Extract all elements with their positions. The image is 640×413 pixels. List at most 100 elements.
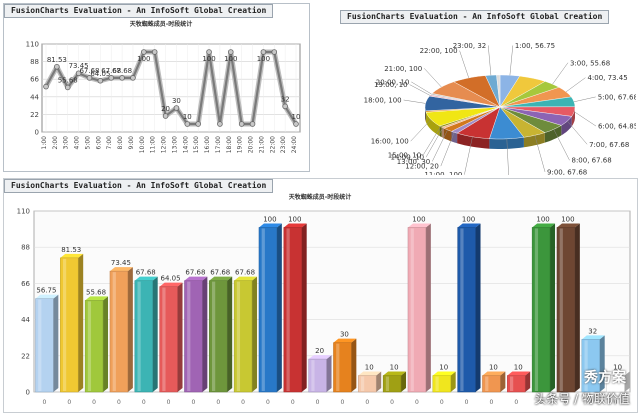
pie-slice-side xyxy=(571,108,575,127)
line-data-label: 64.05 xyxy=(90,70,110,78)
bar-side xyxy=(78,253,84,392)
line-point xyxy=(54,63,60,70)
line-point xyxy=(271,49,278,55)
bar-side xyxy=(599,335,605,392)
pie-slice-label: 23:00, 32 xyxy=(453,42,487,50)
bar-data-label: 100 xyxy=(412,215,425,223)
pie-slice xyxy=(456,106,501,139)
pie-chart-title-bar: FusionCharts Evaluation - An InfoSoft Gl… xyxy=(340,10,610,24)
bar-highlight xyxy=(162,287,166,391)
pie-slice-label: 6:00, 64.85 xyxy=(598,123,636,131)
bar-top xyxy=(482,371,506,376)
bar xyxy=(432,375,451,393)
line-data-label: 73.45 xyxy=(69,62,89,70)
line-point xyxy=(108,75,115,81)
bar-y-tick-label: 88 xyxy=(21,244,30,252)
bar-side xyxy=(500,371,506,392)
bar-plot-area xyxy=(33,210,631,393)
bar-highlight xyxy=(584,340,588,391)
pie-slice-side xyxy=(561,116,572,136)
line-y-tick-label: 88 xyxy=(30,58,39,66)
bar-highlight xyxy=(261,228,265,391)
bar-side xyxy=(574,223,580,392)
pie-slice-label: 19:00, 10 xyxy=(374,81,408,89)
bar-highlight xyxy=(360,376,365,391)
bar xyxy=(159,286,178,393)
bar-top xyxy=(234,276,258,281)
line-y-tick-label: 22 xyxy=(30,111,39,119)
bar-highlight xyxy=(460,228,464,391)
pie-slice-label: 15:00, 10 xyxy=(388,151,422,159)
bar-data-label: 100 xyxy=(263,215,276,223)
bar-side xyxy=(152,276,158,392)
bar-side xyxy=(401,371,407,392)
line-point xyxy=(75,70,82,77)
line-data-label: 81.53 xyxy=(47,56,67,64)
bar-data-label: 64.05 xyxy=(161,275,181,283)
pie-slice-label: 18:00, 100 xyxy=(364,96,402,104)
bar-chart-title-bar: FusionCharts Evaluation - An InfoSoft Gl… xyxy=(4,179,274,193)
line-point xyxy=(238,121,245,127)
bar xyxy=(531,227,551,393)
pie-leader-line xyxy=(459,50,469,78)
line-chart-panel: FusionCharts Evaluation - An InfoSoft Gl… xyxy=(3,3,310,172)
line-point xyxy=(293,121,299,127)
bar-x-tick-label: 0 xyxy=(216,399,220,406)
bar-data-label: 30 xyxy=(340,331,349,339)
bar-highlight xyxy=(509,376,514,391)
bar-top xyxy=(308,355,332,360)
line-x-tick-label: 1:00 xyxy=(41,136,48,150)
bar-data-label: 67.68 xyxy=(185,269,205,277)
bar-data-label: 100 xyxy=(288,215,301,223)
bar-top xyxy=(358,371,382,376)
pie-leader-line xyxy=(553,129,570,161)
bar-highlight xyxy=(410,228,414,391)
pie-leader-line xyxy=(410,119,432,142)
bar-x-tick-label: 0 xyxy=(614,399,618,406)
bar-highlight xyxy=(385,376,390,391)
bar-top xyxy=(60,253,84,258)
line-point xyxy=(184,121,191,127)
bar-x-tick-label: 0 xyxy=(241,399,245,406)
line-point xyxy=(282,103,288,110)
bar-top xyxy=(606,371,630,376)
bar xyxy=(134,280,153,393)
line-x-tick-label: 20:00 xyxy=(248,136,255,153)
pie-slice xyxy=(431,81,501,108)
bar-side xyxy=(127,267,133,392)
line-point xyxy=(195,121,201,127)
bar xyxy=(457,227,476,393)
bar-top xyxy=(209,276,233,281)
bar-x-tick-label: 0 xyxy=(341,399,345,406)
bar-data-label: 32 xyxy=(588,327,597,335)
bar-data-label: 10 xyxy=(613,364,622,372)
pie-slice-label: 5:00, 67.68 xyxy=(598,93,636,101)
bar-top xyxy=(184,276,208,281)
line-point xyxy=(97,77,104,84)
bar-x-tick-label: 0 xyxy=(539,399,543,406)
line-point xyxy=(249,121,256,127)
line-chart-svg: 天牧蜘蛛成员-时段统计 0 22 44 66 88 110 1:00 2:00 3:00 4:00… xyxy=(26,20,301,153)
bar-side xyxy=(53,294,59,392)
bar-top xyxy=(581,335,605,340)
bar-side xyxy=(624,371,630,392)
bar-y-tick-label: 0 xyxy=(26,389,30,397)
line-y-tick-label: 66 xyxy=(30,76,39,84)
bar-x-tick-label: 0 xyxy=(291,399,295,406)
bar-side xyxy=(475,223,481,392)
bar-x-tick-label: 0 xyxy=(266,399,270,406)
line-x-tick-label: 14:00 xyxy=(182,136,189,153)
bar-x-tick-label: 0 xyxy=(365,399,369,406)
pie-slice-label: 16:00, 100 xyxy=(371,138,409,146)
bar xyxy=(407,227,427,393)
pie-leader-line xyxy=(565,77,586,93)
bar-top xyxy=(85,296,109,301)
line-point xyxy=(206,49,212,55)
bar-highlight xyxy=(609,376,613,391)
bar xyxy=(507,375,526,393)
bar-data-label: 10 xyxy=(514,364,523,372)
line-data-label: 67.68 xyxy=(101,67,121,75)
bar-side xyxy=(425,223,431,392)
bar-top xyxy=(283,223,307,228)
line-x-tick-label: 23:00 xyxy=(280,136,287,153)
